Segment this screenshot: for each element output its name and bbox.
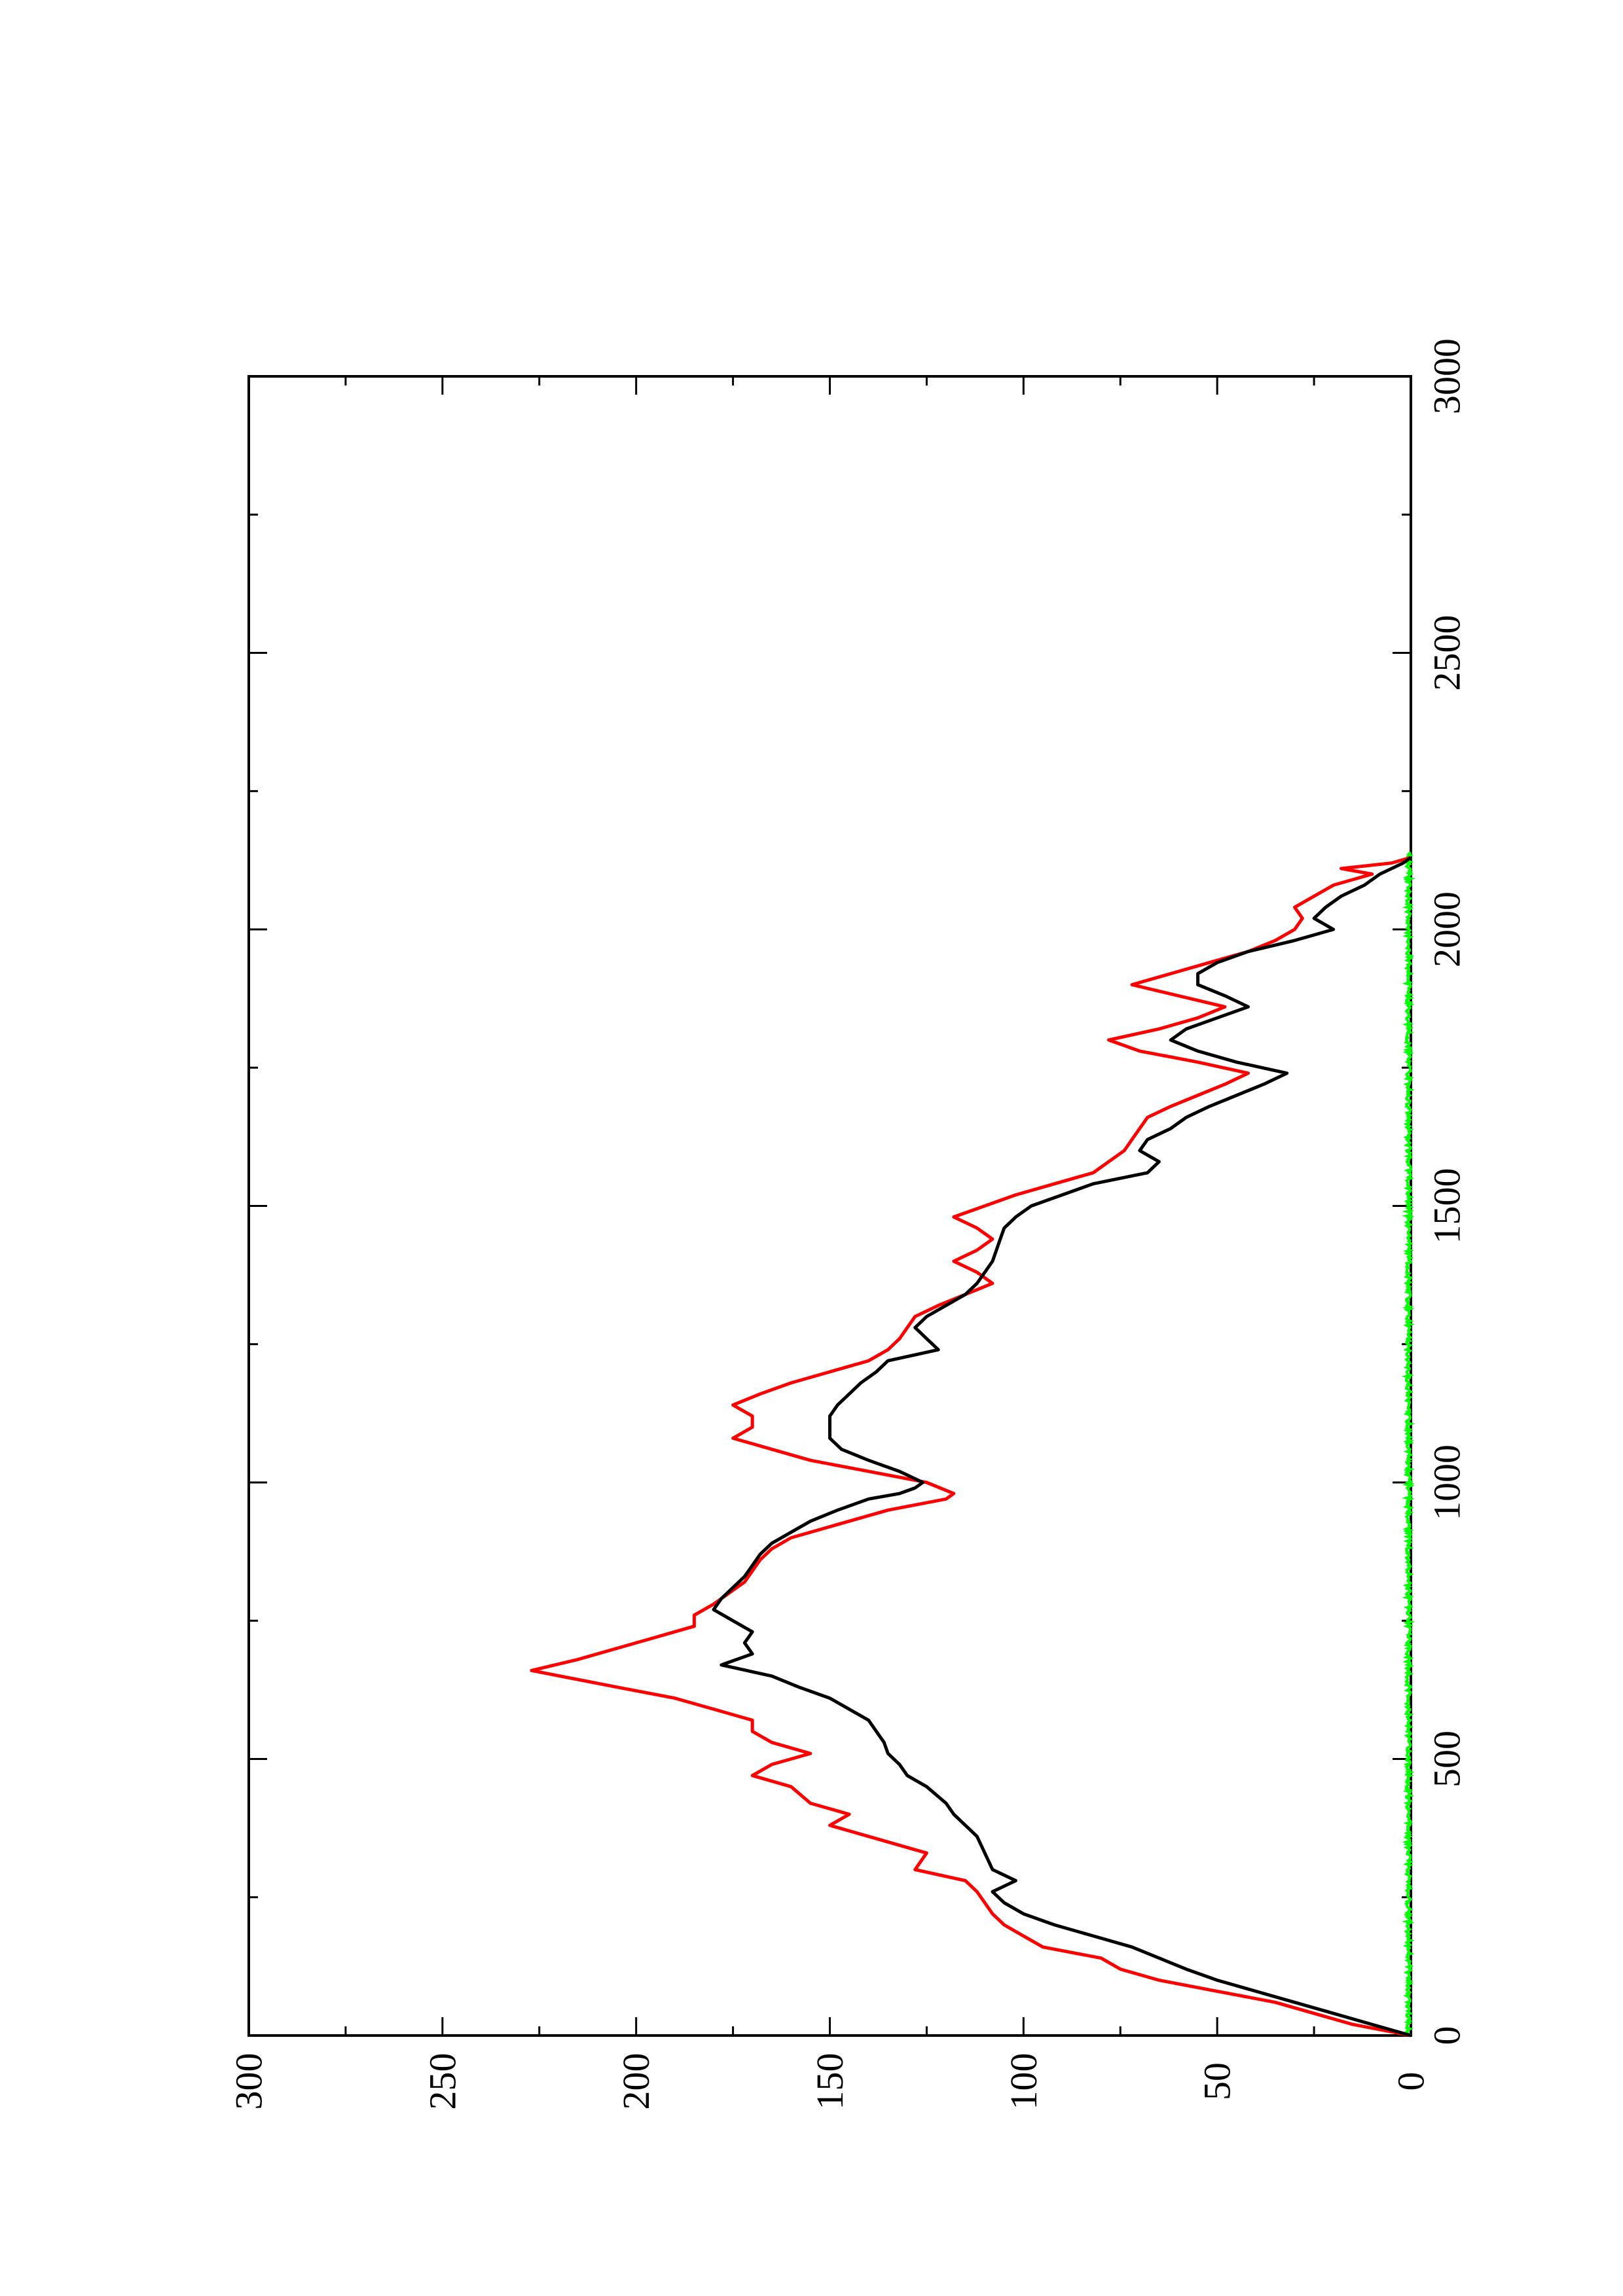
y-tick-label: 300 (228, 2053, 270, 2110)
x-tick-label: 1500 (1426, 1168, 1468, 1244)
y-tick-label: 0 (1390, 2072, 1432, 2091)
y-tick-label: 50 (1196, 2062, 1239, 2100)
y-tick-label: 100 (1002, 2053, 1045, 2110)
axis-ticks (247, 375, 1412, 2037)
x-tick-label: 3000 (1426, 338, 1468, 414)
x-tick-label: 500 (1426, 1731, 1468, 1787)
series-line-2 (1401, 852, 1416, 2037)
series-line-0 (530, 855, 1412, 2037)
tick-labels: 0 500 1000 1500 2000 2500 3000 0 50 100 150 200 250 3… (228, 338, 1468, 2110)
x-tick-label: 1000 (1426, 1444, 1468, 1520)
x-tick-label: 0 (1426, 2026, 1468, 2045)
y-tick-label: 200 (615, 2053, 657, 2110)
x-tick-label: 2000 (1426, 891, 1468, 967)
plot-frame (247, 375, 1412, 2037)
data-series (530, 852, 1416, 2037)
y-tick-label: 250 (421, 2053, 464, 2110)
y-tick-label: 150 (809, 2053, 851, 2110)
x-tick-label: 2500 (1426, 615, 1468, 691)
series-line-1 (712, 856, 1412, 2037)
